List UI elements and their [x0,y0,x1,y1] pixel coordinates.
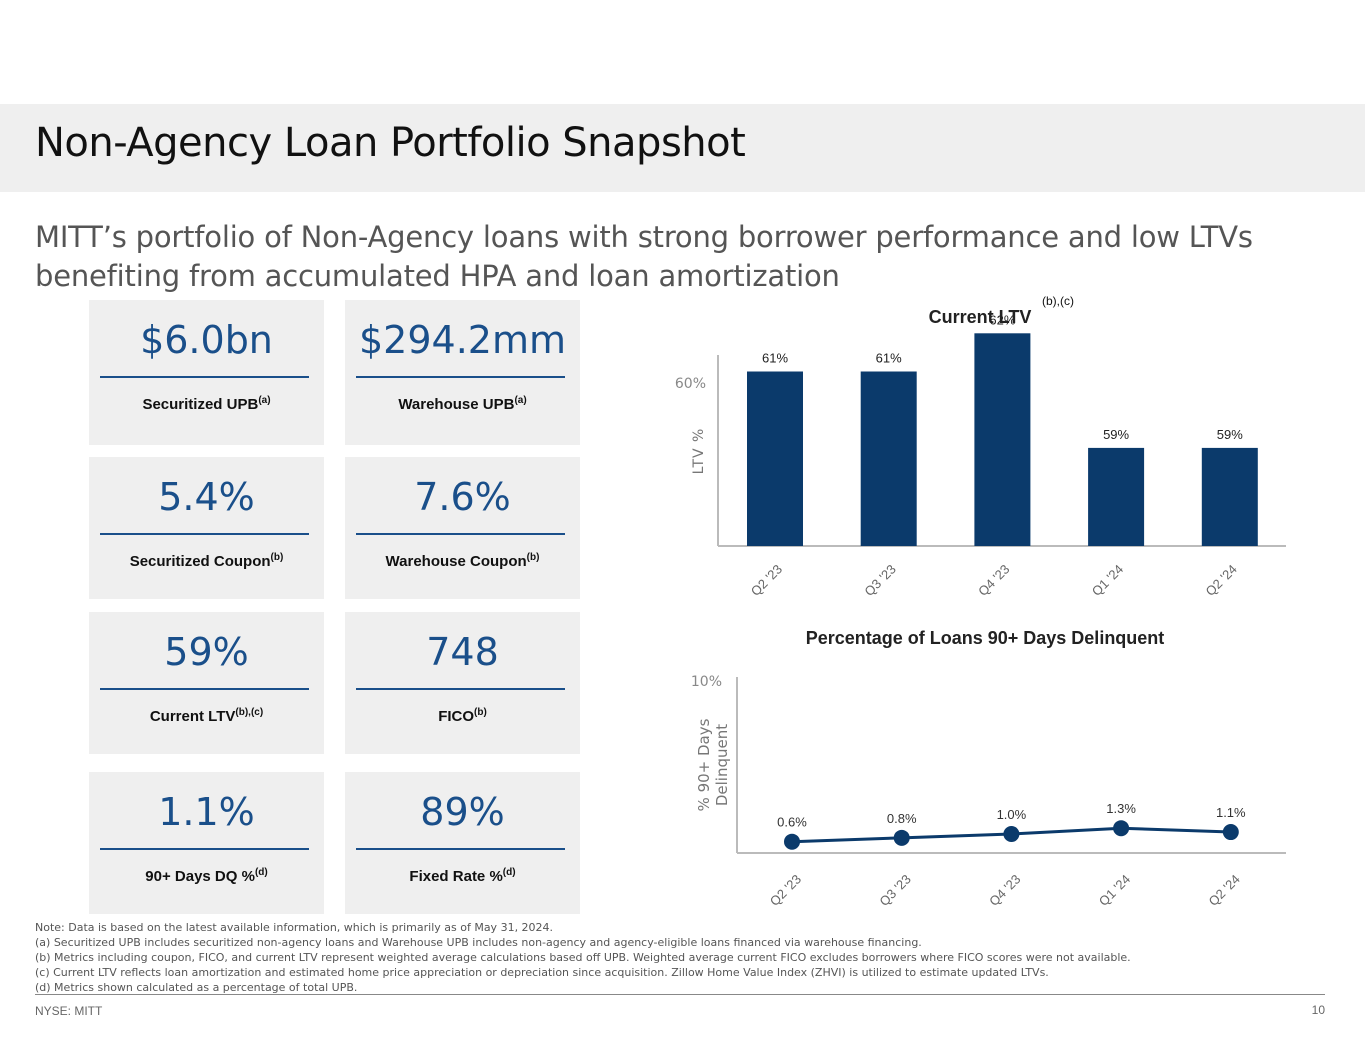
metric-label: Securitized Coupon(b) [129,552,284,570]
metric-divider [100,848,309,850]
y-axis-label: LTV % [691,428,707,475]
x-tick-label: Q1 '24 [1096,872,1133,909]
metric-divider [100,376,309,378]
y-axis-label: % 90+ Days [695,718,713,811]
metric-value: 748 [426,630,499,674]
bar-data-label: 61% [876,351,902,366]
bar [747,371,803,546]
metric-tile-current-ltv: 59% Current LTV(b),(c) [89,612,324,754]
metric-tile-fixed-rate: 89% Fixed Rate %(d) [345,772,580,914]
footnote: (c) Current LTV reflects loan amortizati… [35,966,1049,979]
bar-data-label: 59% [1103,427,1129,442]
metric-value: 89% [420,790,505,834]
metric-divider [356,688,565,690]
bar-data-label: 61% [762,351,788,366]
x-tick-label: Q3 '23 [876,872,913,909]
footnote: (a) Securitized UPB includes securitized… [35,936,922,949]
bar-data-label: 59% [1217,427,1243,442]
page-number: 10 [1311,1003,1325,1017]
y-axis-label: Delinquent [713,724,731,806]
metric-value: $6.0bn [140,318,273,362]
metric-label: Warehouse UPB(a) [398,395,527,413]
x-tick-label: Q2 '24 [1206,872,1243,909]
metric-value: 1.1% [158,790,255,834]
metric-divider [100,688,309,690]
x-tick-label: Q4 '23 [986,872,1023,909]
metric-tile-dq: 1.1% 90+ Days DQ %(d) [89,772,324,914]
point-data-label: 0.6% [777,815,807,830]
bar [1088,447,1145,546]
point-data-label: 0.8% [887,811,917,826]
metric-label: Current LTV(b),(c) [149,707,264,725]
x-tick-label: Q1 '24 [1089,562,1126,599]
metric-label: FICO(b) [438,707,487,725]
metric-label: Warehouse Coupon(b) [385,552,540,570]
data-point [893,829,910,846]
metric-tile-warehouse-coupon: 7.6% Warehouse Coupon(b) [345,457,580,599]
footnote: (d) Metrics shown calculated as a percen… [35,981,358,994]
point-data-label: 1.1% [1216,805,1246,820]
metric-value: 7.6% [414,475,511,519]
page-subtitle: MITT’s portfolio of Non-Agency loans wit… [35,220,1253,293]
delinquency-line-chart: Percentage of Loans 90+ Days Delinquent 1… [691,628,1286,909]
footer-ticker: NYSE: MITT [35,1004,103,1018]
chart-title: Current LTV [929,307,1032,327]
data-point [1222,824,1239,841]
metric-value: 59% [164,630,249,674]
ltv-bar-chart: Current LTV (b),(c) 60% LTV % 61% Q2 '23 61% Q3… [675,294,1286,599]
y-tick-label: 60% [675,376,706,392]
x-tick-label: Q3 '23 [861,562,898,599]
metric-value: 5.4% [158,475,255,519]
x-tick-label: Q2 '24 [1203,562,1240,599]
point-data-label: 1.0% [997,807,1027,822]
metric-divider [356,533,565,535]
bar [974,333,1031,546]
x-tick-label: Q2 '23 [748,562,785,599]
metric-tile-securitized-coupon: 5.4% Securitized Coupon(b) [89,457,324,599]
metric-tile-securitized-upb: $6.0bn Securitized UPB(a) [89,300,324,445]
metric-divider [100,533,309,535]
point-data-label: 1.3% [1106,801,1136,816]
bar [860,371,917,546]
chart-title: Percentage of Loans 90+ Days Delinquent [806,628,1165,648]
metric-divider [356,376,565,378]
bar [1201,447,1258,546]
footnotes: Note: Data is based on the latest availa… [35,920,1131,995]
metric-divider [356,848,565,850]
page-title: Non-Agency Loan Portfolio Snapshot [35,120,746,166]
y-tick-label: 10% [691,674,722,690]
data-point [1113,820,1130,837]
footnote: Note: Data is based on the latest availa… [35,921,554,934]
metric-label: Fixed Rate %(d) [409,867,516,885]
data-point [1003,825,1020,842]
title-band [0,104,1365,192]
x-tick-label: Q4 '23 [975,562,1012,599]
x-tick-label: Q2 '23 [767,872,804,909]
metric-value: $294.2mm [359,318,566,362]
metric-tile-warehouse-upb: $294.2mm Warehouse UPB(a) [345,300,580,445]
footer-divider [35,994,1325,995]
footnote: (b) Metrics including coupon, FICO, and … [35,951,1131,964]
metric-tile-fico: 748 FICO(b) [345,612,580,754]
bar-data-label: 62% [989,312,1015,327]
chart-title-superscript: (b),(c) [1042,294,1074,308]
metric-label: Securitized UPB(a) [142,395,271,413]
data-point [784,833,800,850]
metric-label: 90+ Days DQ %(d) [145,867,268,885]
